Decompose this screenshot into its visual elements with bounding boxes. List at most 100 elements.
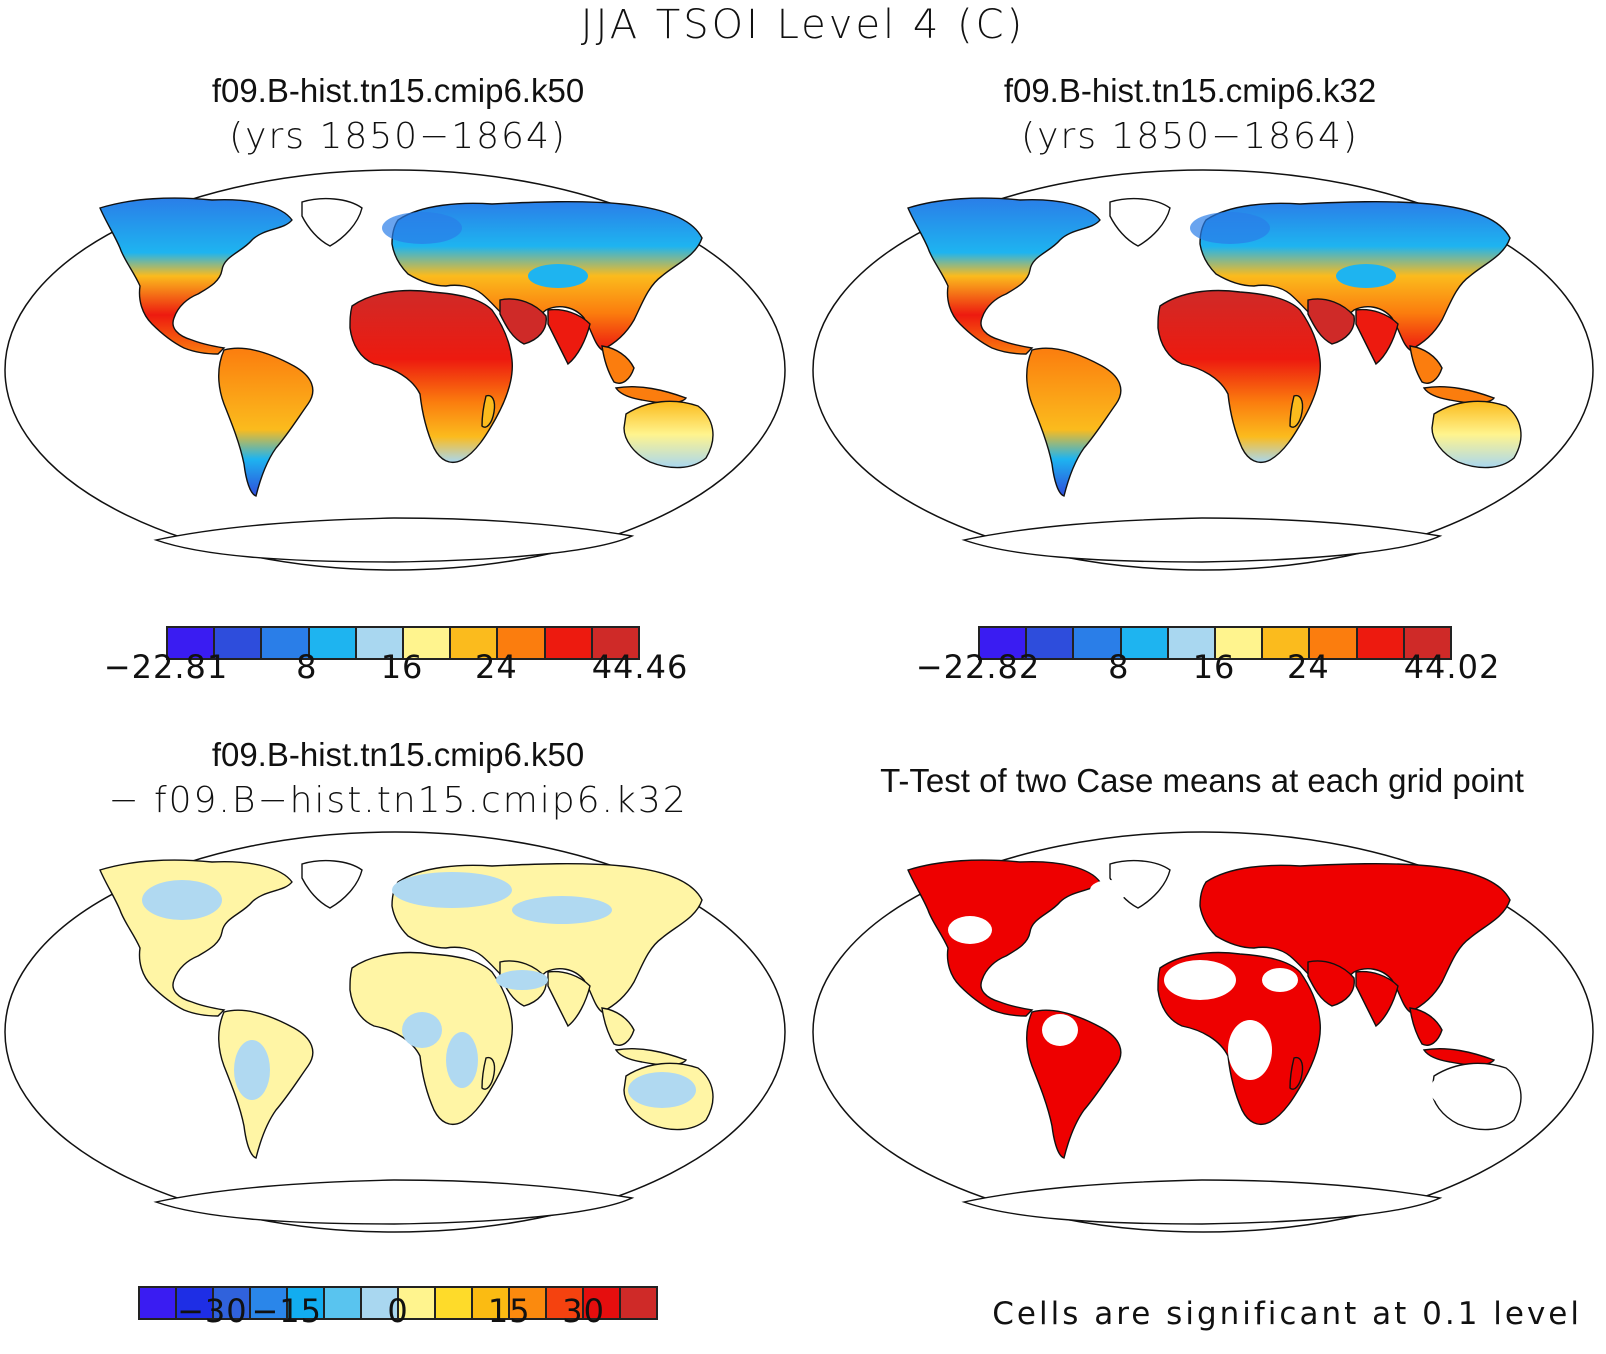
- coastline-northAmerica: [99, 197, 293, 355]
- panel-tr-title: f09.B-hist.tn15.cmip6.k32: [1003, 72, 1377, 109]
- panel-bl-subtitle: − f09.B−hist.tn15.cmip6.k32: [108, 780, 688, 821]
- coastline-seAsia: [1409, 345, 1443, 384]
- colorbar-swatch: [510, 1288, 547, 1318]
- colorbar-swatch: [140, 1288, 177, 1318]
- colorbar-tick-label: 8: [296, 648, 318, 686]
- cool-anomaly-patch: [142, 880, 222, 920]
- coastline-southAmerica: [218, 347, 314, 497]
- insignificant-region: [1164, 960, 1236, 1000]
- colorbar-difference: [138, 1286, 658, 1320]
- coastline-eurasia: [1199, 862, 1511, 1013]
- colorbar-swatch: [215, 628, 263, 658]
- colorbar-tick-label: 44.46: [591, 648, 689, 686]
- insignificant-region: [1042, 1014, 1078, 1046]
- colorbar-swatch: [545, 628, 593, 658]
- colorbar-tick-label: 0: [387, 1292, 409, 1330]
- colorbar-tick-label: −15: [251, 1292, 322, 1330]
- colorbar-swatch: [325, 1288, 362, 1318]
- panel-br-title: T-Test of two Case means at each grid po…: [880, 762, 1524, 799]
- coastline-seAsia: [601, 345, 635, 384]
- coastline-arabia: [499, 298, 547, 345]
- coastline-india: [1355, 308, 1399, 366]
- coastline-madagascar: [481, 1056, 496, 1090]
- cool-anomaly-patch: [512, 896, 612, 924]
- panel-tr-subtitle: (yrs 1850−1864): [1021, 116, 1359, 157]
- coastline-antarctica: [153, 517, 635, 563]
- coastline-greenland: [301, 197, 363, 247]
- coastline-australia: [623, 400, 714, 469]
- coastline-australia: [1431, 400, 1522, 469]
- colorbar-swatch: [309, 628, 357, 658]
- colorbar-tick-label: −22.82: [915, 648, 1041, 686]
- cold-patch: [382, 212, 462, 244]
- colorbar-swatch: [1263, 628, 1311, 658]
- colorbar-swatch: [584, 1288, 621, 1318]
- colorbar-tick-label: 16: [1192, 648, 1236, 686]
- coastline-india: [547, 308, 591, 366]
- coastline-greenland: [1109, 197, 1171, 247]
- colorbar-swatch: [251, 1288, 288, 1318]
- map-panel-k50: [4, 169, 786, 571]
- colorbar-swatch: [1168, 628, 1217, 658]
- colorbar-k50: [166, 626, 640, 660]
- coastline-africa: [349, 289, 513, 464]
- cool-anomaly-patch: [392, 872, 512, 908]
- map-panel-ttest: [812, 831, 1594, 1233]
- coastline-madagascar: [1289, 394, 1304, 428]
- colorbar-swatch: [399, 1288, 436, 1318]
- colorbar-tick-label: −30: [177, 1292, 248, 1330]
- colorbar-swatch: [288, 1288, 325, 1318]
- colorbar-swatch: [498, 628, 546, 658]
- colorbar-swatch: [1357, 628, 1405, 658]
- colorbar-swatch: [356, 628, 405, 658]
- coastline-madagascar: [1289, 1056, 1304, 1090]
- coastline-seAsia: [1409, 1007, 1443, 1046]
- colorbar-swatch: [621, 1288, 656, 1318]
- figure-title: JJA TSOI Level 4 (C): [580, 2, 1026, 48]
- coastline-seAsia: [601, 1007, 635, 1046]
- cold-patch: [1190, 212, 1270, 244]
- cold-patch: [528, 264, 588, 288]
- map-panel-k32: [812, 169, 1594, 571]
- coastline-india: [1355, 970, 1399, 1028]
- coastline-antarctica: [153, 1179, 635, 1225]
- coastline-madagascar: [481, 394, 496, 428]
- colorbar-swatch: [362, 1288, 399, 1318]
- colorbar-tick-label: 15: [487, 1292, 531, 1330]
- coastline-india: [547, 970, 591, 1028]
- colorbar-swatch: [168, 628, 216, 658]
- panel-tl-title: f09.B-hist.tn15.cmip6.k50: [211, 72, 585, 109]
- colorbar-swatch: [592, 628, 639, 658]
- coastline-southAmerica: [1026, 347, 1122, 497]
- colorbar-tick-label: 16: [380, 648, 424, 686]
- cool-anomaly-patch: [402, 1012, 442, 1048]
- colorbar-swatch: [547, 1288, 584, 1318]
- colorbar-swatch: [1404, 628, 1451, 658]
- colorbar-swatch: [1310, 628, 1358, 658]
- colorbar-tick-label: 30: [562, 1292, 605, 1330]
- cool-anomaly-patch: [496, 970, 548, 990]
- cool-anomaly-patch: [446, 1032, 478, 1088]
- colorbar-swatch: [451, 628, 499, 658]
- colorbar-swatch: [980, 628, 1028, 658]
- colorbar-k32: [978, 626, 1452, 660]
- colorbar-tick-label: 24: [1287, 648, 1330, 686]
- coastline-arabia: [1307, 298, 1355, 345]
- colorbar-swatch: [473, 1288, 510, 1318]
- coastline-northAmerica: [907, 859, 1101, 1017]
- colorbar-tick-label: 24: [475, 648, 518, 686]
- colorbar-tick-label: 44.02: [1403, 648, 1501, 686]
- colorbar-swatch: [1121, 628, 1169, 658]
- insignificant-region: [1262, 968, 1298, 992]
- insignificant-region: [1430, 1068, 1510, 1112]
- insignificant-region: [948, 916, 992, 944]
- colorbar-swatch: [262, 628, 310, 658]
- colorbar-swatch: [1216, 628, 1264, 658]
- colorbar-swatch: [436, 1288, 473, 1318]
- colorbar-swatch: [214, 1288, 251, 1318]
- colorbar-tick-label: 8: [1108, 648, 1130, 686]
- panel-bl-title: f09.B-hist.tn15.cmip6.k50: [211, 736, 585, 773]
- significance-note: Cells are significant at 0.1 level: [992, 1296, 1582, 1332]
- coastline-antarctica: [961, 517, 1443, 563]
- insignificant-region: [1090, 880, 1130, 900]
